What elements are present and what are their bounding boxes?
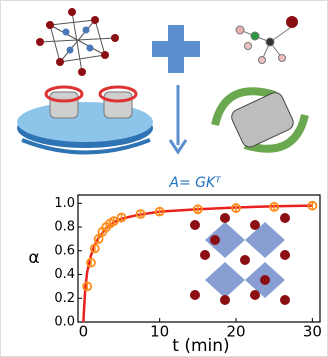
page: {"chart_data": {"type": "scatter", "anno… [0, 0, 328, 357]
y-tick-label: 0.6 [54, 243, 75, 258]
y-axis-label: α [28, 248, 39, 268]
x-axis-label: t (min) [172, 336, 229, 356]
y-tick-label: 0.4 [54, 267, 75, 282]
graphical-abstract: A= GKᵀ 0.00.20.40.60.81.00102030t (min)α [0, 0, 328, 357]
equation: A= GKᵀ [168, 175, 221, 191]
y-tick-label: 0.2 [54, 291, 75, 306]
x-tick-label: 10 [150, 323, 169, 341]
y-tick-label: 0.0 [54, 315, 75, 330]
y-tick-label: 0.8 [54, 220, 75, 235]
y-tick-label: 1.0 [54, 196, 75, 211]
x-tick-label: 30 [303, 323, 322, 341]
x-tick-label: 0 [79, 323, 89, 341]
